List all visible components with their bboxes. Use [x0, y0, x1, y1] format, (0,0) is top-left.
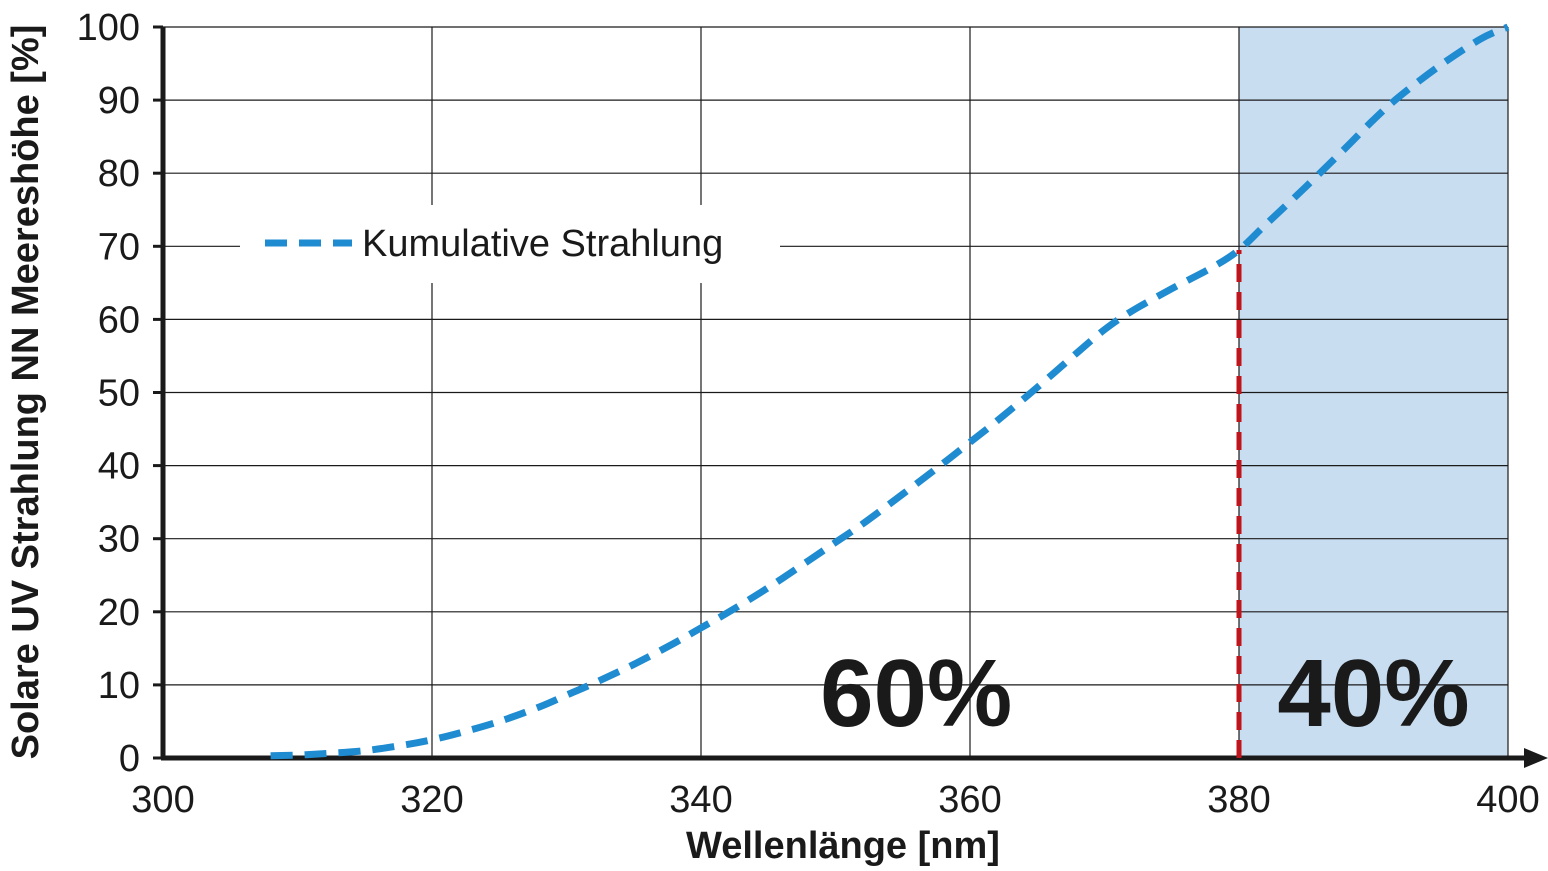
- series-line-kumulative-strahlung: [270, 23, 1510, 760]
- y-tick-label: 100: [77, 7, 140, 49]
- annotations: 60% 40%: [820, 640, 1469, 747]
- x-tick-label: 340: [669, 779, 732, 821]
- x-tick-label: 300: [131, 779, 194, 821]
- legend-label: Kumulative Strahlung: [362, 223, 723, 265]
- x-tick-label: 400: [1476, 779, 1539, 821]
- x-tick-labels: 300 320 340 360 380 400: [131, 779, 1539, 821]
- annotation-60-percent: 60%: [820, 640, 1012, 747]
- y-tick-label: 10: [98, 665, 140, 707]
- y-axis-title: Solare UV Strahlung NN Meereshöhe [%]: [5, 25, 47, 760]
- y-tick-labels: 0 10 20 30 40 50 60 70 80 90 100: [77, 7, 140, 780]
- y-tick-label: 40: [98, 446, 140, 488]
- x-axis-title: Wellenlänge [nm]: [686, 825, 1000, 867]
- x-tick-label: 380: [1207, 779, 1270, 821]
- y-tick-label: 60: [98, 299, 140, 341]
- annotation-40-percent: 40%: [1277, 640, 1469, 747]
- y-tick-label: 30: [98, 519, 140, 561]
- legend-background: [240, 205, 780, 283]
- x-axis-arrow: [1524, 748, 1548, 768]
- axes: [153, 25, 1548, 768]
- y-tick-label: 80: [98, 153, 140, 195]
- y-tick-label: 0: [119, 738, 140, 780]
- y-tick-label: 20: [98, 592, 140, 634]
- y-tick-label: 90: [98, 80, 140, 122]
- legend: Kumulative Strahlung: [240, 205, 780, 283]
- x-tick-label: 360: [938, 779, 1001, 821]
- x-tick-label: 320: [400, 779, 463, 821]
- y-tick-label: 50: [98, 373, 140, 415]
- y-tick-label: 70: [98, 226, 140, 268]
